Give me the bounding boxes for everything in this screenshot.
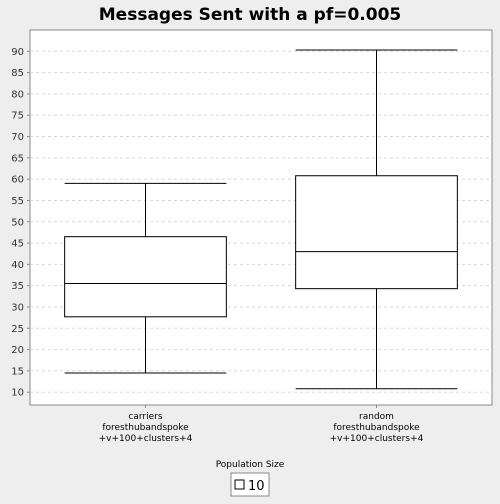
y-tick-label-20: 20 [11, 345, 24, 356]
x-tick-label-0-1: foresthubandspoke [102, 423, 189, 433]
x-tick-label-1-1: foresthubandspoke [333, 423, 420, 433]
box-layer [64, 49, 458, 390]
y-tick-label-55: 55 [11, 196, 24, 207]
y-axis: 10 15 20 25 30 35 40 45 50 55 60 65 70 75 80 85 90 [11, 47, 30, 399]
box-0 [64, 182, 227, 374]
box-rect-1 [295, 175, 458, 290]
x-tick-label-0-0: carriers [128, 412, 162, 422]
box-1 [295, 49, 458, 390]
legend-frame [230, 472, 270, 497]
y-tick-label-60: 60 [11, 175, 24, 186]
y-tick-label-25: 25 [11, 324, 24, 335]
x-tick-label-1-2: +v+100+clusters+4 [330, 434, 424, 444]
x-tick-label-1-0: random [359, 412, 394, 422]
y-tick-label-10: 10 [11, 388, 24, 399]
legend-entry-label: 10 [248, 479, 265, 494]
y-tick-label-65: 65 [11, 153, 24, 164]
x-tick-label-0-2: +v+100+clusters+4 [99, 434, 193, 444]
y-tick-label-15: 15 [11, 366, 24, 377]
y-tick-label-70: 70 [11, 132, 24, 143]
x-axis: carriersforesthubandspoke+v+100+clusters… [99, 405, 424, 444]
box-rect-0 [64, 236, 227, 318]
y-tick-label-90: 90 [11, 47, 24, 58]
y-tick-label-35: 35 [11, 281, 24, 292]
y-tick-label-85: 85 [11, 68, 24, 79]
y-tick-label-45: 45 [11, 239, 24, 250]
legend-swatch [234, 479, 245, 490]
y-tick-label-75: 75 [11, 111, 24, 122]
legend: 10 [230, 472, 270, 497]
x-axis-label: Population Size [216, 460, 285, 470]
y-tick-label-30: 30 [11, 302, 24, 313]
chart-title: Messages Sent with a pf=0.005 [99, 5, 401, 25]
y-tick-label-80: 80 [11, 89, 24, 100]
y-tick-label-50: 50 [11, 217, 24, 228]
y-tick-label-40: 40 [11, 260, 24, 271]
